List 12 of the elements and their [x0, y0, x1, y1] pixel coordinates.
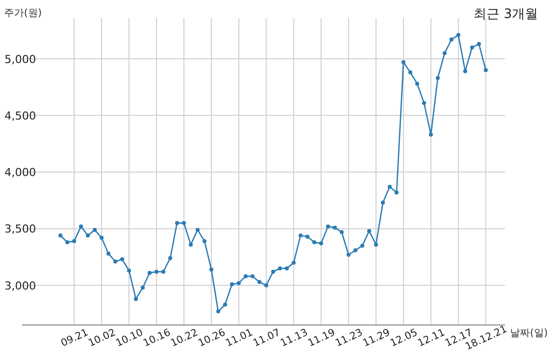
- x-tick-label: 11.01: [224, 327, 255, 350]
- y-tick-label: 3,000: [4, 279, 36, 292]
- x-axis-title: 날짜(일): [510, 328, 548, 339]
- y-tick-label: 3,500: [4, 222, 36, 236]
- y-tick-label: 4,000: [4, 166, 36, 180]
- x-tick-label: 11.29: [361, 327, 392, 350]
- y-tick-label: 4,500: [4, 109, 36, 122]
- y-tick-label: 5,000: [4, 52, 36, 66]
- x-tick-label: 12.11: [416, 327, 447, 350]
- y-axis-title: 주가(원): [4, 8, 42, 19]
- chart-title: 최근 3개월: [474, 7, 538, 22]
- x-tick-label: 10.22: [169, 327, 200, 350]
